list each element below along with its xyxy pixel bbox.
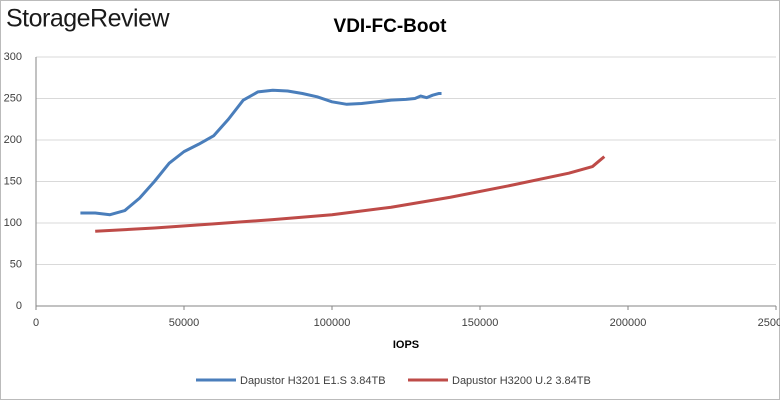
legend-label: Dapustor H3200 U.2 3.84TB: [452, 375, 591, 387]
y-tick-label: 50: [10, 258, 22, 270]
x-tick-label: 250000: [758, 317, 780, 329]
data-line: [95, 155, 606, 233]
y-tick-label: 100: [4, 217, 22, 229]
x-tick-label: 0: [33, 317, 39, 329]
legend-label: Dapustor H3201 E1.S 3.84TB: [240, 375, 386, 387]
y-tick-label: 150: [4, 175, 22, 187]
data-line: [80, 88, 442, 217]
logo: StorageReview: [6, 5, 170, 33]
x-axis-label: IOPS: [393, 339, 419, 351]
x-tick-label: 150000: [462, 317, 499, 329]
y-tick-label: 200: [4, 134, 22, 146]
x-tick-label: 50000: [169, 317, 200, 329]
x-tick-label: 100000: [314, 317, 351, 329]
y-tick-label: 0: [16, 300, 22, 312]
y-tick-label: 250: [4, 92, 22, 104]
chart-title: VDI-FC-Boot: [334, 16, 448, 37]
x-tick-label: 200000: [610, 317, 647, 329]
y-tick-label: 300: [4, 51, 22, 63]
